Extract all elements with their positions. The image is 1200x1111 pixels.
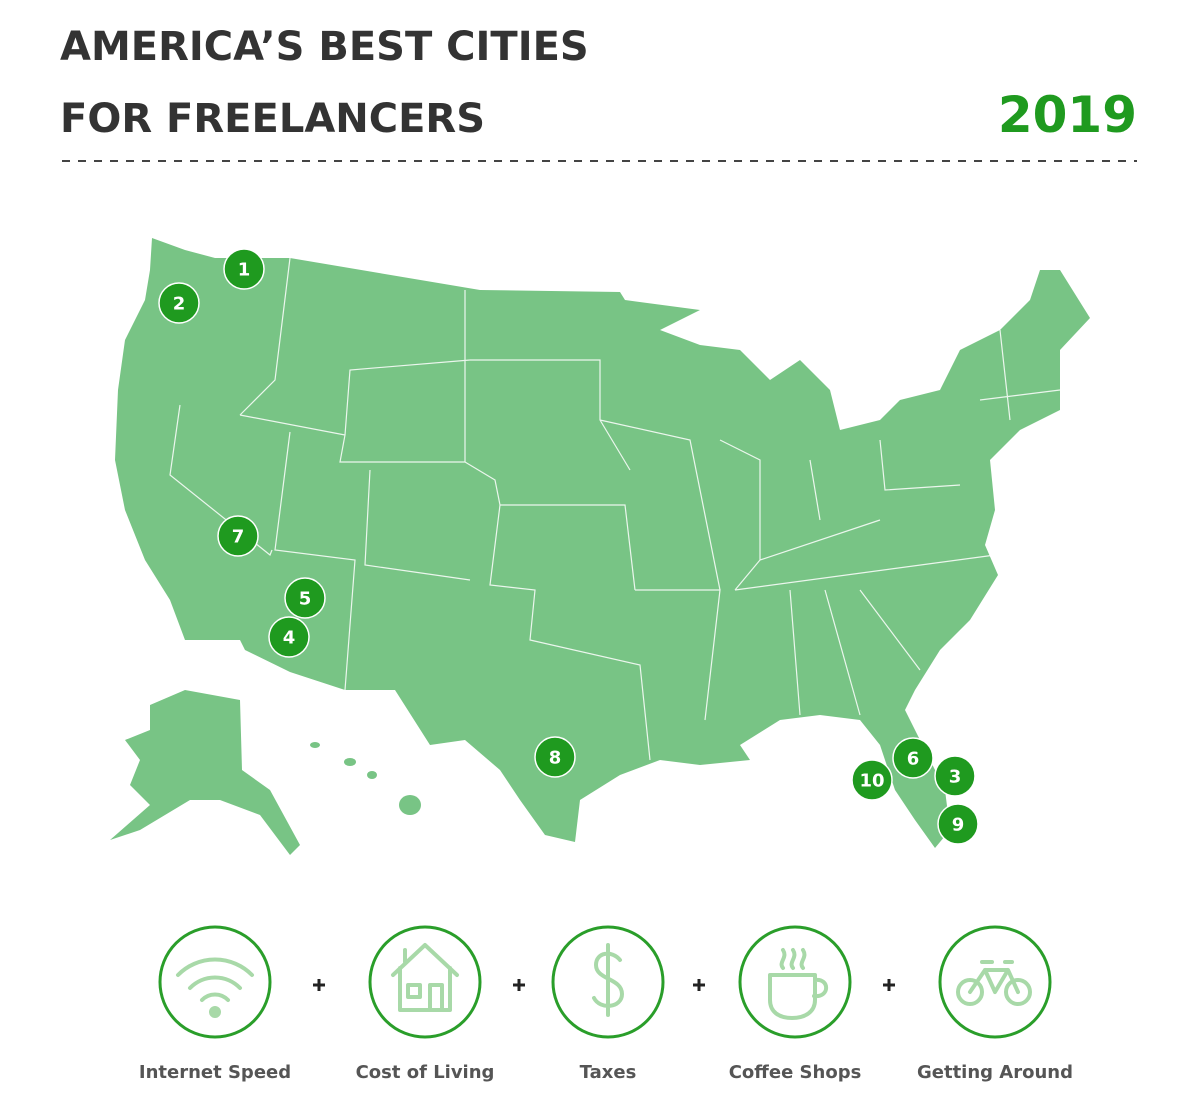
city-marker	[284, 577, 326, 619]
city-markers: 1 2 3 45 6 7 8 9 10	[158, 248, 979, 845]
factor-label: Taxes	[580, 1062, 637, 1083]
marker-label: 10	[859, 771, 884, 792]
marker-label: 8	[549, 748, 562, 769]
marker-label: 6	[907, 749, 920, 770]
marker-label: 3	[949, 767, 962, 788]
marker-label: 1	[238, 260, 251, 281]
factor-label: Coffee Shops	[729, 1062, 862, 1083]
factor-labels: Internet Speed Cost of Living Taxes Coffee …	[139, 1062, 1073, 1083]
city-marker	[223, 248, 265, 290]
marker-label: 7	[232, 527, 245, 548]
us-map	[110, 238, 1090, 855]
year: 2019	[998, 86, 1137, 144]
city-marker	[934, 755, 976, 797]
marker-label: 9	[952, 815, 965, 836]
city-marker	[851, 759, 893, 801]
marker-label: 5	[299, 589, 312, 610]
factor-icons	[158, 925, 1052, 1039]
title-line: FOR FREELANCERS	[60, 96, 485, 142]
city-marker	[158, 282, 200, 324]
factor-label: Cost of Living	[356, 1062, 495, 1083]
city-marker	[892, 737, 934, 779]
city-marker	[937, 803, 979, 845]
factor-label: Getting Around	[917, 1062, 1073, 1083]
title-line: AMERICA’S BEST CITIES	[60, 24, 589, 70]
city-marker	[217, 515, 259, 557]
marker-label: 2	[173, 294, 186, 315]
city-marker	[268, 616, 310, 658]
factor-label: Internet Speed	[139, 1062, 291, 1083]
marker-label: 4	[283, 628, 296, 649]
city-marker	[534, 736, 576, 778]
